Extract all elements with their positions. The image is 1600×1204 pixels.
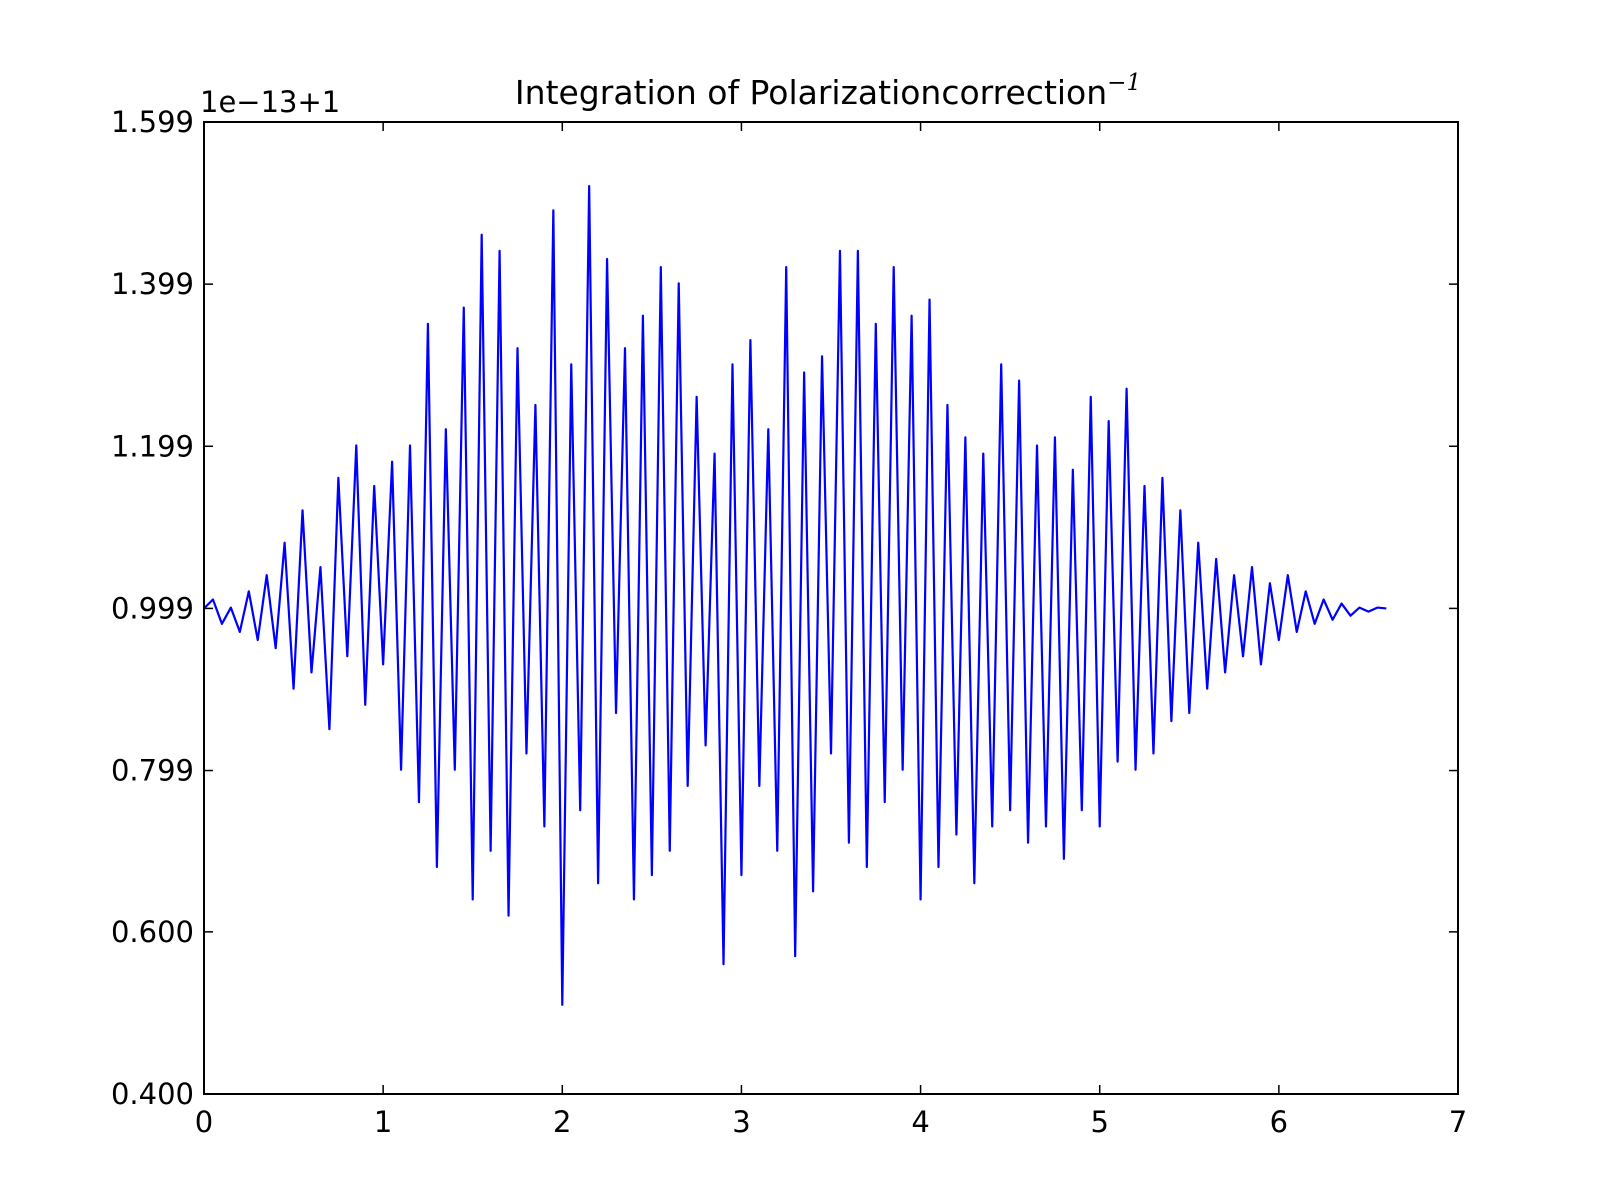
y-tick-label: 0.999 [111,591,194,625]
title-text: Integration of Polarizationcorrection [515,73,1107,112]
y-tick-label: 0.600 [111,915,194,949]
y-tick-label: 0.400 [111,1077,194,1111]
plot-frame [203,121,1459,1095]
x-tick-label: 3 [732,1105,750,1139]
x-tick-label: 1 [374,1105,392,1139]
y-tick-label: 1.399 [111,267,194,301]
chart-title: Integration of Polarizationcorrection−1 [515,70,1141,112]
x-tick-label: 6 [1270,1105,1288,1139]
x-tick-label: 4 [911,1105,929,1139]
data-line [203,184,1387,1006]
x-tick-label: 0 [195,1105,213,1139]
y-tick-label: 0.799 [111,754,194,788]
y-tick-label: 1.599 [111,105,194,139]
y-tick-label: 1.199 [111,429,194,463]
x-tick-label: 7 [1449,1105,1467,1139]
y-offset-label: 1e−13+1 [200,85,340,119]
title-superscript: −1 [1107,70,1141,96]
x-tick-label: 2 [553,1105,571,1139]
x-tick-label: 5 [1090,1105,1108,1139]
